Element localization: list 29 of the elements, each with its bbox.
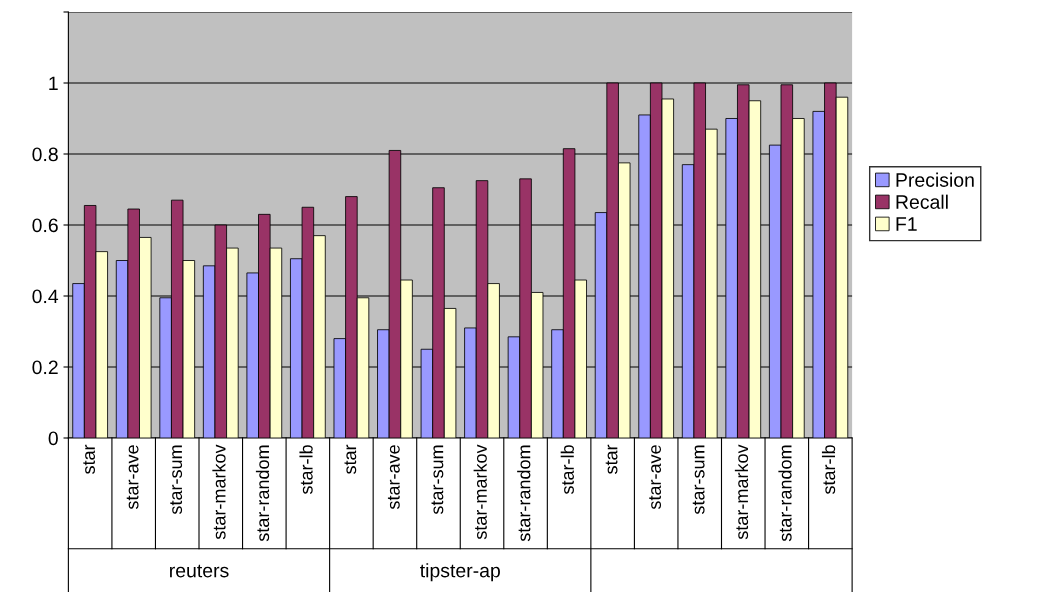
x-tick-label: star-lb <box>560 445 574 495</box>
x-tick-label: star-markov <box>473 444 487 540</box>
y-tick-label: 0.8 <box>32 147 58 162</box>
x-tick-label: star-lb <box>299 445 313 495</box>
x-tick-label: star <box>83 444 95 474</box>
text: tipster-ap <box>420 563 500 582</box>
text: reuters <box>170 564 229 578</box>
x-tick-label: star-sum <box>431 445 444 515</box>
x-tick-label: star-ave <box>387 445 400 510</box>
legend-label: Recall <box>896 194 948 209</box>
x-tick-label: star-random <box>778 445 792 542</box>
x-tick-label: star <box>605 444 618 474</box>
x-tick-label: star-sum <box>692 445 705 515</box>
y-tick-label: 0.6 <box>32 218 58 233</box>
y-tick-label: 0.2 <box>32 360 58 375</box>
y-tick-label: 0.4 <box>32 289 59 304</box>
x-tick-label: star-sum <box>170 445 183 515</box>
legend-label: Precision <box>896 172 974 187</box>
x-tick-label: star-random <box>255 445 270 542</box>
y-tick-label: 1 <box>49 76 58 91</box>
x-tick-label: star-markov <box>734 444 749 540</box>
y-tick-label: 0 <box>48 431 58 446</box>
x-tick-label: star-lb <box>821 445 836 495</box>
x-tick-label: star <box>344 444 357 474</box>
legend-label: F1 <box>896 217 917 231</box>
x-tick-label: star-ave <box>126 445 139 510</box>
x-tick-label: star-ave <box>649 445 662 510</box>
x-tick-label: star-random <box>517 445 531 542</box>
x-tick-label: star-markov <box>212 444 226 540</box>
